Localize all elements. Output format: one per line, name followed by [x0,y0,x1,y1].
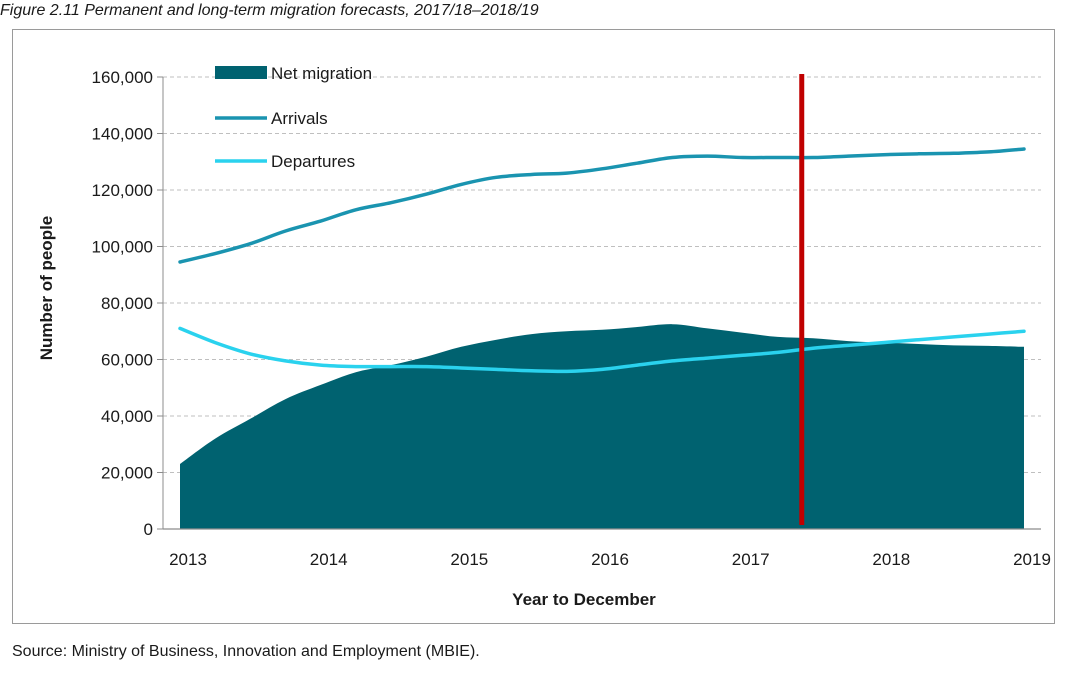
x-tick-label: 2018 [872,550,910,569]
y-tick-label: 160,000 [92,68,153,87]
x-tick-label: 2019 [1013,550,1051,569]
legend-label-net-migration: Net migration [271,64,372,83]
y-tick-label: 0 [144,520,153,539]
x-tick-label: 2017 [732,550,770,569]
legend-label-departures: Departures [271,152,355,171]
x-tick-label: 2016 [591,550,629,569]
net-migration-area [180,324,1024,529]
arrivals-line [178,147,1026,264]
x-tick-label: 2013 [169,550,207,569]
x-tick-label: 2014 [310,550,348,569]
legend-label-arrivals: Arrivals [271,109,328,128]
y-tick-label: 120,000 [92,181,153,200]
y-tick-label: 100,000 [92,238,153,257]
figure-title: Figure 2.11 Permanent and long-term migr… [0,2,539,19]
y-tick-label: 20,000 [101,464,153,483]
y-tick-label: 40,000 [101,407,153,426]
y-tick-label: 140,000 [92,125,153,144]
x-tick-label: 2015 [450,550,488,569]
legend-swatch-net-migration [215,66,267,79]
x-axis-title: Year to December [512,590,656,609]
y-axis-title: Number of people [37,216,56,361]
chart-frame [12,29,1055,624]
source-note: Source: Ministry of Business, Innovation… [12,643,480,660]
y-tick-label: 60,000 [101,351,153,370]
departures-line [178,326,1026,374]
y-tick-label: 80,000 [101,294,153,313]
